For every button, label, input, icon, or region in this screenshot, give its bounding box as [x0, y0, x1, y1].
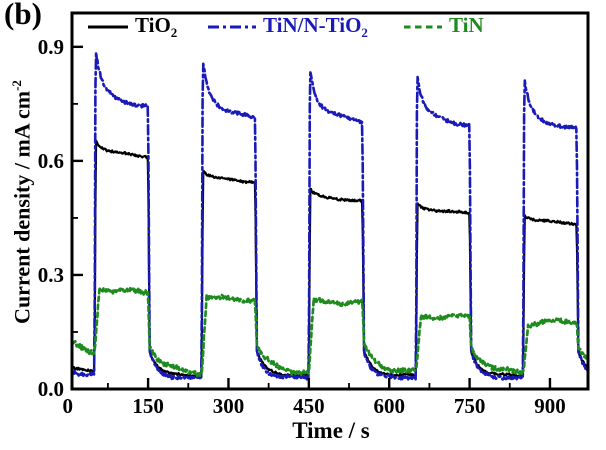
- x-axis-title: Time / s: [292, 418, 370, 443]
- panel-label: (b): [4, 0, 42, 31]
- tio2-line-swatch: [88, 25, 128, 29]
- x-tick-label: 900: [534, 394, 566, 418]
- x-tick-label: 600: [373, 394, 405, 418]
- series-curves: [73, 51, 587, 382]
- y-tick-label: 0.0: [38, 377, 64, 401]
- series-curve-tin-n-tio2: [73, 51, 587, 382]
- x-tick-label: 150: [132, 394, 164, 418]
- legend-entry-tio2: TiO2: [86, 14, 177, 40]
- x-tick-label: 0: [62, 394, 73, 418]
- tin-n-tio2-line-swatch: [208, 25, 256, 29]
- legend-label-tin: TiN: [449, 12, 484, 37]
- legend-entry-tin-n-tio2: TiN/N-TiO2: [206, 14, 368, 40]
- axis-ticks: 0 150 300 450 600 750 900 0.0 0.3 0.6 0.9: [38, 35, 566, 418]
- y-tick-label: 0.3: [38, 263, 64, 287]
- series-curve-tin: [73, 286, 587, 378]
- y-tick-label: 0.6: [38, 149, 64, 173]
- y-axis-title: Current density / mA cm-2: [9, 80, 35, 324]
- y-tick-label: 0.9: [38, 35, 64, 59]
- legend-entry-tin: TiN: [402, 14, 484, 40]
- x-tick-label: 450: [293, 394, 325, 418]
- tin-line-swatch: [404, 25, 442, 29]
- legend-label-tin-n-tio2: TiN/N-TiO2: [263, 12, 368, 41]
- legend-label-tio2: TiO2: [135, 12, 178, 41]
- x-tick-label: 750: [454, 394, 486, 418]
- x-tick-label: 300: [213, 394, 245, 418]
- plot-frame: [70, 11, 590, 391]
